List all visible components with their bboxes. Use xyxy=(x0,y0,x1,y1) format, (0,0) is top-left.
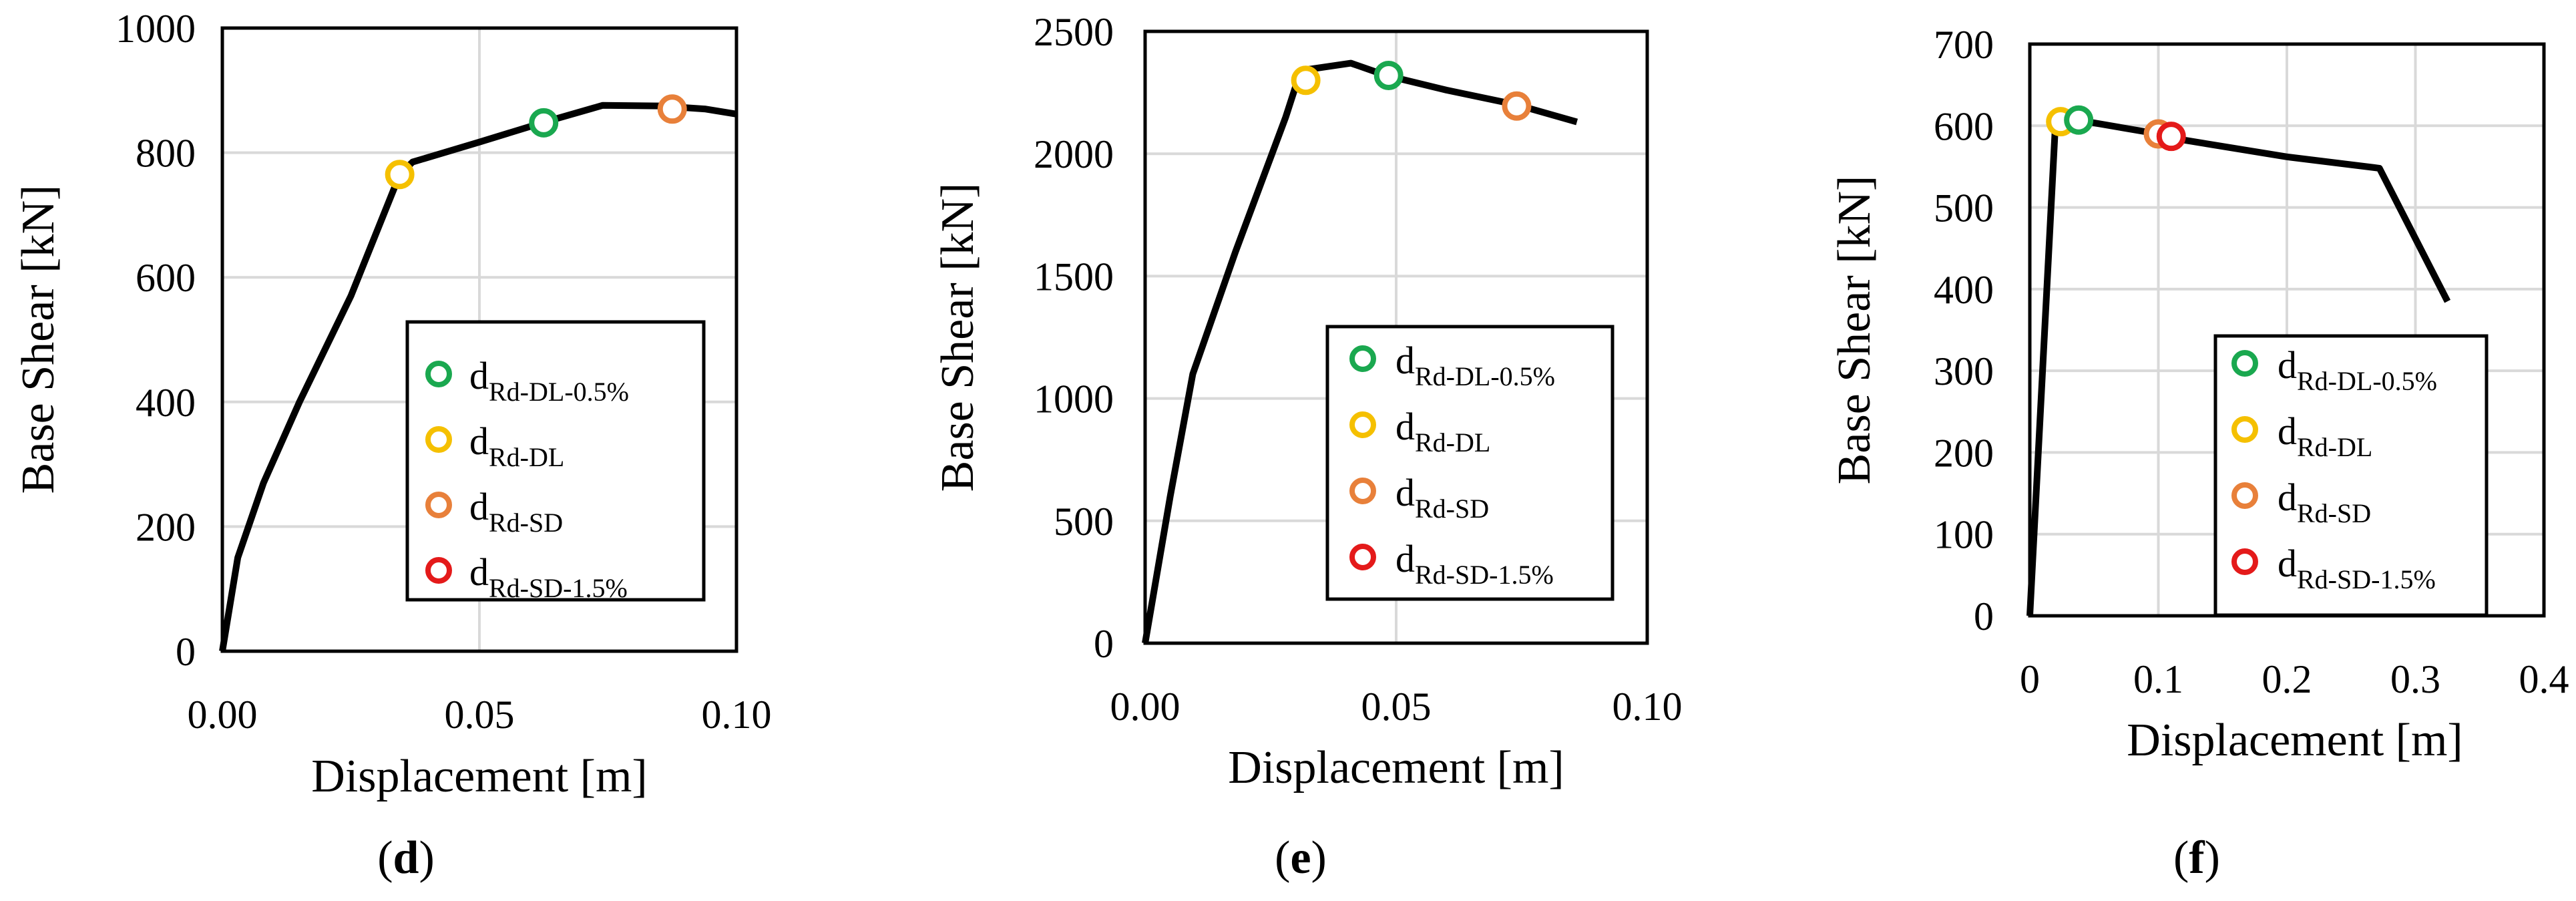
x-tick-label: 0 xyxy=(2020,657,2040,701)
y-tick-label: 200 xyxy=(1934,431,1994,475)
legend-marker-sd15 xyxy=(425,557,452,584)
plot-frame xyxy=(1143,29,1649,645)
y-tick-label: 200 xyxy=(136,505,196,549)
x-tick-label: 0.10 xyxy=(1613,685,1683,729)
legend-subscript: Rd-SD-1.5% xyxy=(1415,560,1554,590)
legend-subscript: Rd-SD xyxy=(1415,494,1489,524)
panel-label: (d) xyxy=(377,832,435,884)
marker-dl05 xyxy=(1373,60,1404,90)
legend-marker-sd15 xyxy=(2231,548,2258,575)
legend-marker-dl05 xyxy=(425,361,452,387)
y-tick-label: 0 xyxy=(1094,622,1114,666)
marker-dl xyxy=(1291,65,1321,96)
marker-sd15 xyxy=(2156,122,2186,152)
panel-label-paren: ) xyxy=(1311,832,1327,884)
panel-label-letter: f xyxy=(2189,832,2205,884)
marker-sd xyxy=(1502,91,1532,121)
y-tick-label: 500 xyxy=(1934,186,1994,230)
x-axis-title: Displacement [m] xyxy=(311,751,647,802)
legend-subscript: Rd-SD xyxy=(2297,498,2371,528)
legend-marker-dl xyxy=(1349,411,1376,438)
legend-marker-dl xyxy=(2231,416,2258,443)
chart-panel-f: 0 100 200 300 400 500 600 700 0 0.1 0.2 0.3 0.4 Displ… xyxy=(1829,23,2569,884)
legend-subscript: Rd-DL-0.5% xyxy=(2297,366,2437,396)
panel-label: (e) xyxy=(1275,832,1327,884)
legend-box xyxy=(2213,334,2489,617)
y-tick-label: 1000 xyxy=(1034,377,1114,421)
panel-label-paren: ( xyxy=(2173,832,2189,884)
legend-marker-sd xyxy=(2231,482,2258,509)
y-axis-title: Base Shear [kN] xyxy=(932,183,984,492)
x-tick-label: 0.00 xyxy=(1110,685,1180,729)
y-tick-label: 500 xyxy=(1054,500,1114,544)
marker-dl05 xyxy=(529,108,559,138)
legend-marker-dl xyxy=(425,426,452,453)
x-tick-label: 0.2 xyxy=(2262,657,2312,701)
x-tick-label: 0.10 xyxy=(702,693,772,737)
y-tick-label: 700 xyxy=(1934,23,1994,67)
panel-label-paren: ( xyxy=(1275,832,1290,884)
marker-sd xyxy=(657,94,687,124)
legend-subscript: Rd-DL xyxy=(1415,427,1490,458)
plot-frame xyxy=(220,26,738,653)
panel-label-paren: ) xyxy=(2205,832,2220,884)
y-tick-label: 600 xyxy=(136,256,196,300)
panel-label-letter: d xyxy=(393,832,419,884)
y-axis-title: Base Shear [kN] xyxy=(13,185,64,494)
legend-box xyxy=(405,320,706,602)
legend-subscript: Rd-SD-1.5% xyxy=(489,573,628,603)
y-tick-label: 2000 xyxy=(1034,132,1114,176)
legend-marker-sd xyxy=(1349,478,1376,504)
legend-marker-dl05 xyxy=(2231,350,2258,377)
panel-label-paren: ( xyxy=(377,832,393,884)
chart-panel-e: 0 500 1000 1500 2000 2500 0.00 0.05 0.10 Displace… xyxy=(932,10,1683,884)
y-tick-label: 1500 xyxy=(1034,254,1114,299)
legend-subscript: Rd-SD-1.5% xyxy=(2297,564,2436,594)
x-axis-title: Displacement [m] xyxy=(1228,742,1564,793)
x-tick-label: 0.4 xyxy=(2519,657,2569,701)
legend-subscript: Rd-DL-0.5% xyxy=(1415,361,1555,391)
x-axis-title: Displacement [m] xyxy=(2127,715,2462,766)
y-tick-label: 0 xyxy=(1974,594,1994,639)
x-tick-label: 0.05 xyxy=(445,693,515,737)
legend-marker-sd xyxy=(425,492,452,518)
legend-subscript: Rd-DL-0.5% xyxy=(489,377,629,407)
y-tick-label: 400 xyxy=(136,381,196,425)
y-tick-label: 800 xyxy=(136,132,196,176)
y-tick-label: 300 xyxy=(1934,349,1994,393)
chart-panel-d: 0 200 400 600 800 1000 0.00 0.05 0.10 Displacemen… xyxy=(13,7,772,884)
panel-label-letter: e xyxy=(1290,832,1311,884)
y-tick-label: 1000 xyxy=(116,7,196,51)
panel-label-paren: ) xyxy=(419,832,434,884)
panel-label: (f) xyxy=(2173,832,2220,884)
legend-subscript: Rd-DL xyxy=(2297,432,2372,462)
legend-subscript: Rd-SD xyxy=(489,508,563,538)
x-tick-label: 0.1 xyxy=(2133,657,2183,701)
y-tick-label: 400 xyxy=(1934,268,1994,312)
x-tick-label: 0.3 xyxy=(2390,657,2440,701)
y-tick-label: 2500 xyxy=(1034,10,1114,54)
y-tick-label: 600 xyxy=(1934,104,1994,148)
legend-marker-dl05 xyxy=(1349,345,1376,372)
legend-subscript: Rd-DL xyxy=(489,442,564,472)
marker-dl05 xyxy=(2064,105,2094,135)
x-tick-label: 0.00 xyxy=(188,693,258,737)
y-axis-title: Base Shear [kN] xyxy=(1829,176,1880,485)
y-tick-label: 100 xyxy=(1934,513,1994,557)
y-tick-label: 0 xyxy=(176,630,196,674)
marker-dl xyxy=(385,160,415,190)
legend-marker-sd15 xyxy=(1349,544,1376,570)
x-tick-label: 0.05 xyxy=(1361,685,1432,729)
